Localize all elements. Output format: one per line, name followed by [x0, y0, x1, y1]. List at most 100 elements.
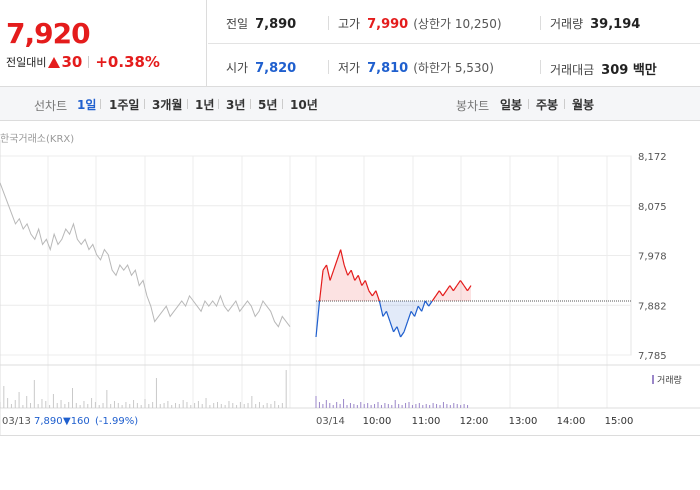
- prev-day-date: 03/13: [2, 416, 31, 427]
- today-line-segment: [417, 305, 423, 312]
- today-line-segment: [410, 310, 416, 317]
- today-line-segment: [442, 290, 447, 297]
- today-line-segment: [322, 264, 328, 271]
- today-area-segment: [442, 290, 447, 302]
- line-chart-label: 선차트: [34, 99, 68, 113]
- y-tick-label: 8,172: [638, 152, 667, 163]
- tab-divider: [218, 99, 219, 109]
- today-line-segment: [340, 249, 345, 266]
- today-line-segment: [354, 274, 359, 281]
- stat-amount: 거래대금 309 백만: [550, 59, 657, 78]
- today-line-segment: [357, 275, 363, 286]
- prev-day-line: [0, 182, 291, 328]
- today-line-segment: [403, 321, 409, 333]
- today-line-segment: [389, 321, 395, 333]
- x-tick-label: 14:00: [557, 416, 586, 427]
- today-area-segment: [330, 270, 334, 302]
- stat-prev-close: 전일 7,890: [226, 15, 296, 32]
- volume-legend: 거래량: [652, 373, 682, 386]
- today-area-segment: [386, 301, 390, 322]
- today-line-segment: [445, 285, 451, 292]
- x-tick-label: 13:00: [509, 416, 538, 427]
- volume-legend-swatch: [652, 375, 654, 384]
- today-line-segment: [333, 259, 338, 271]
- stat-low: 저가 7,810 (하한가 5,530): [338, 59, 494, 76]
- tab-5years[interactable]: 5년: [258, 98, 278, 112]
- stat-low-value: 7,810: [367, 61, 409, 76]
- stat-divider: [540, 16, 541, 30]
- tab-divider: [564, 99, 565, 109]
- today-area-segment: [435, 290, 440, 302]
- tab-3months[interactable]: 3개월: [152, 98, 183, 112]
- today-line-segment: [318, 270, 324, 302]
- tab-3years[interactable]: 3년: [226, 98, 246, 112]
- tab-1week[interactable]: 1주일: [109, 98, 140, 112]
- stat-divider: [328, 16, 329, 30]
- stat-open: 시가 7,820: [226, 59, 296, 76]
- prev-day-change-pct: (-1.99%): [95, 416, 138, 427]
- today-area-segment: [337, 249, 341, 302]
- tab-weekly-candle[interactable]: 주봉: [536, 98, 559, 112]
- today-area-segment: [393, 301, 398, 332]
- stat-low-label: 저가: [338, 61, 361, 75]
- today-line-segment: [424, 300, 430, 307]
- today-area-segment: [358, 275, 362, 302]
- today-area-segment: [407, 301, 412, 322]
- tab-divider: [282, 99, 283, 109]
- stat-high: 고가 7,990 (상한가 10,250): [338, 15, 502, 32]
- today-area-segment: [453, 285, 457, 302]
- today-line-segment: [396, 326, 402, 338]
- tab-divider: [100, 99, 101, 109]
- stat-lower-limit: (하한가 5,530): [413, 61, 494, 75]
- stat-divider: [540, 60, 541, 74]
- price-chart: 8,172 8,075 7,978 7,882 7,785 03/13 7,890 ▼160 (…: [0, 140, 700, 435]
- change-row: 전일대비 30 +0.38%: [6, 53, 160, 71]
- today-line-segment: [459, 280, 465, 286]
- stat-prev-close-value: 7,890: [255, 17, 297, 32]
- stat-open-label: 시가: [226, 61, 249, 75]
- today-line-segment: [431, 295, 437, 302]
- prev-day-close: 7,890: [34, 416, 63, 427]
- tab-divider: [144, 99, 145, 109]
- today-area-segment: [460, 280, 464, 302]
- change-value: 30: [61, 53, 83, 71]
- x-tick-label: 11:00: [412, 416, 441, 427]
- chart-period-tabs: 선차트 1일 1주일 3개월 1년 3년 5년 10년 봉차트 일봉 주봉 월봉: [0, 87, 700, 121]
- today-line-segment: [438, 290, 444, 297]
- today-area-segment: [326, 265, 331, 302]
- stat-amount-value: 309 백만: [601, 63, 657, 78]
- tab-monthly-candle[interactable]: 월봉: [572, 98, 595, 112]
- today-area-segment: [389, 301, 394, 332]
- today-line-segment: [371, 290, 377, 297]
- today-line-segment: [400, 331, 405, 338]
- today-area-segment: [372, 290, 376, 302]
- today-area-segment: [368, 290, 373, 302]
- today-line-segment: [435, 290, 440, 297]
- today-line-segment: [329, 269, 335, 281]
- today-line-segment: [421, 300, 426, 312]
- today-line-segment: [325, 264, 331, 281]
- x-tick-label: 15:00: [605, 416, 634, 427]
- y-tick-label: 8,075: [638, 202, 667, 213]
- candle-chart-label: 봉차트: [456, 99, 490, 113]
- today-area-segment: [446, 285, 450, 302]
- today-area-segment: [404, 301, 408, 332]
- today-line-segment: [315, 300, 321, 338]
- tab-divider: [250, 99, 251, 109]
- stat-divider: [328, 60, 329, 74]
- today-line-segment: [336, 249, 342, 261]
- stat-open-value: 7,820: [255, 61, 297, 76]
- today-line-segment: [466, 285, 472, 292]
- tab-1year[interactable]: 1년: [195, 98, 215, 112]
- tab-10years[interactable]: 10년: [290, 98, 318, 112]
- today-line-segment: [361, 280, 366, 286]
- today-line-segment: [382, 310, 387, 317]
- stat-high-value: 7,990: [367, 17, 409, 32]
- stat-volume-value: 39,194: [590, 17, 641, 32]
- today-line-segment: [343, 264, 349, 276]
- today-line-segment: [378, 300, 384, 317]
- tab-1day[interactable]: 1일: [77, 98, 97, 112]
- today-area-segment: [323, 265, 327, 302]
- today-line-segment: [368, 290, 373, 297]
- tab-daily-candle[interactable]: 일봉: [500, 98, 523, 112]
